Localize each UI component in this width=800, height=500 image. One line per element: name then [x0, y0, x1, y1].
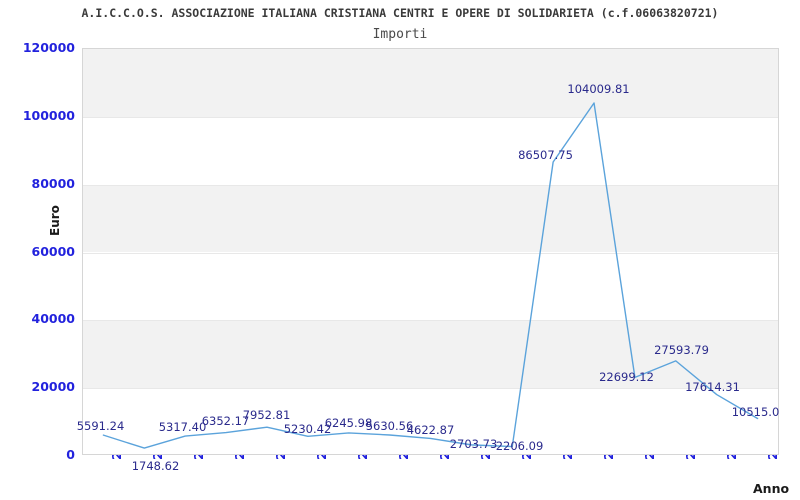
data-label-2016: 4622.87: [406, 423, 455, 438]
y-tick-label: 20000: [31, 379, 76, 395]
data-label-2020: 104009.81: [567, 82, 630, 97]
data-label-2010: 5317.40: [158, 419, 207, 434]
data-label-2014: 6245.98: [324, 415, 373, 430]
chart-title: A.I.C.C.O.S. ASSOCIAZIONE ITALIANA CRIST…: [81, 6, 719, 20]
data-label-2021: 22699.12: [599, 370, 654, 384]
y-tick-label: 100000: [22, 107, 75, 123]
data-label-2024: 10515.0: [731, 405, 780, 420]
y-tick-label: 60000: [31, 243, 76, 259]
y-tick-label: 0: [66, 447, 75, 462]
data-label-2018: 2206.09: [495, 438, 544, 453]
data-label-2017: 2703.73: [449, 436, 498, 451]
grid-band: [83, 49, 778, 117]
grid-band: [83, 320, 778, 389]
series-line-chart: [83, 49, 778, 454]
data-label-2012: 7952.81: [242, 408, 291, 423]
data-label-2022: 27593.79: [654, 343, 709, 358]
chart-subtitle: Importi: [372, 27, 428, 42]
data-label-2023: 17614.31: [685, 380, 740, 395]
x-axis-label: Anno: [753, 481, 790, 496]
data-label-2019: 86507.75: [518, 147, 573, 162]
plot-area: [82, 48, 779, 455]
grid-line: [83, 184, 778, 186]
data-label-2011: 6352.17: [201, 414, 250, 429]
grid-line: [83, 116, 778, 118]
data-label-2006: 5591.24: [76, 419, 125, 434]
data-label-2013: 5230.42: [283, 422, 332, 437]
y-axis-label: Euro: [48, 205, 62, 236]
data-label-2007: 1748.62: [131, 459, 180, 474]
grid-line: [83, 388, 778, 390]
grid-band: [83, 184, 778, 253]
data-label-2015: 5630.56: [365, 418, 414, 433]
grid-line: [83, 252, 778, 254]
y-tick-label: 120000: [22, 40, 75, 55]
y-tick-label: 40000: [31, 311, 76, 327]
grid-line: [83, 320, 778, 322]
series-polyline: [103, 103, 757, 448]
y-tick-label: 80000: [31, 175, 76, 191]
